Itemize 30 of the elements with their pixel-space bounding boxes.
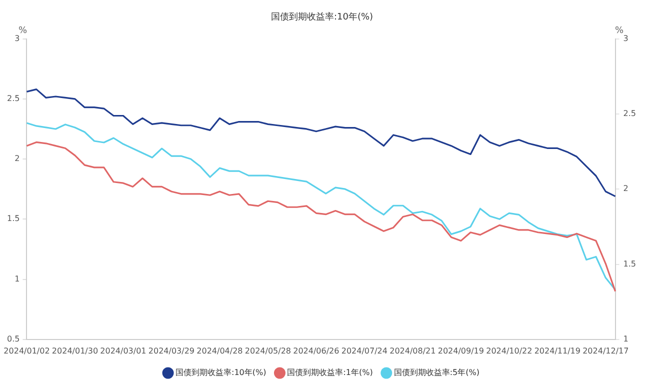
x-tick-label: 2024/10/22 bbox=[486, 346, 532, 356]
y-tick-label: 3 bbox=[14, 34, 20, 43]
x-tick-label: 2024/12/17 bbox=[582, 346, 629, 356]
x-tick-label: 2024/01/02 bbox=[4, 346, 50, 356]
y-tick-label: 2.5 bbox=[6, 94, 20, 103]
y-axis-title: % bbox=[18, 26, 28, 36]
y2-axis-title: % bbox=[614, 26, 624, 36]
x-tick-label: 2024/08/21 bbox=[390, 346, 436, 356]
x-tick-label: 2024/04/28 bbox=[196, 346, 243, 356]
x-tick-label: 2024/05/28 bbox=[244, 346, 291, 356]
y-tick-label: 2 bbox=[14, 154, 20, 164]
y2-tick-label: 1 bbox=[623, 334, 628, 344]
y2-tick-label: 2 bbox=[623, 184, 628, 194]
y-tick-label: 0.5 bbox=[6, 334, 20, 344]
x-tick-label: 2024/03/01 bbox=[100, 346, 146, 356]
legend-label: 国债到期收益率:5年(%) bbox=[394, 368, 480, 378]
legend-label: 国债到期收益率:1年(%) bbox=[287, 368, 373, 378]
chart-title: 国债到期收益率:10年(%) bbox=[270, 12, 374, 23]
x-tick-label: 2024/01/30 bbox=[52, 346, 98, 356]
x-tick-label: 2024/03/29 bbox=[148, 346, 195, 356]
y2-tick-label: 3 bbox=[623, 34, 628, 43]
x-tick-label: 2024/07/24 bbox=[341, 346, 388, 356]
x-tick-label: 2024/11/19 bbox=[534, 346, 580, 356]
legend-label: 国债到期收益率:10年(%) bbox=[176, 368, 266, 378]
y2-tick-label: 2.5 bbox=[623, 109, 636, 118]
x-tick-label: 2024/09/19 bbox=[438, 346, 484, 356]
y-tick-label: 1.5 bbox=[6, 214, 20, 224]
x-tick-label: 2024/06/26 bbox=[293, 346, 340, 356]
y-tick-label: 1 bbox=[14, 274, 20, 284]
y2-tick-label: 1.5 bbox=[623, 259, 636, 268]
